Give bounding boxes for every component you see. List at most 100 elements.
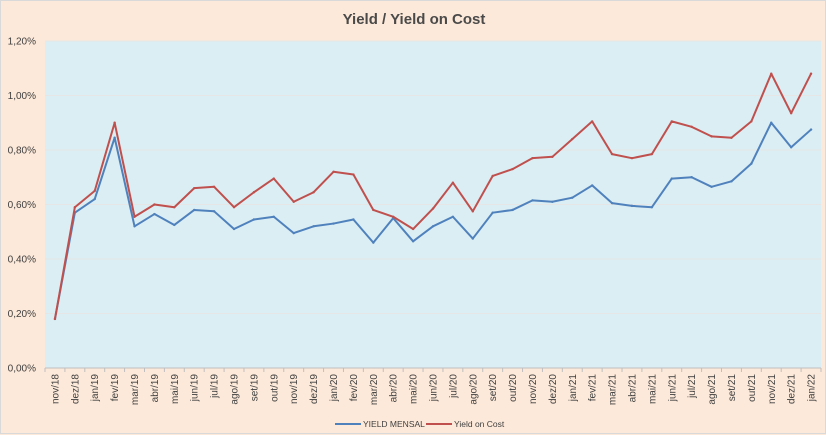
gridlines [45,40,821,369]
data-point [292,231,295,235]
data-point [153,212,156,216]
data-point [232,227,236,231]
series-lines [53,72,813,321]
data-point [173,206,176,209]
x-tick-label: ago/19 [230,374,241,405]
data-point [809,128,813,131]
data-point [531,199,534,202]
data-point [471,210,474,213]
data-point [710,185,713,188]
data-point [332,222,335,225]
x-tick-label: fev/20 [349,374,360,402]
x-tick-label: abr/20 [389,374,400,403]
data-point [212,185,216,188]
data-point [630,156,634,160]
data-point [431,207,435,210]
data-point [153,203,156,206]
data-point [551,155,554,159]
x-tick-label: dez/20 [548,374,559,404]
x-tick-label: nov/19 [289,374,300,404]
data-point [173,223,176,227]
x-tick-label: set/20 [488,374,499,402]
x-tick-label: ago/20 [468,374,479,405]
data-point [511,208,514,212]
x-tick-label: dez/21 [787,374,798,404]
data-point [93,197,96,201]
data-point [352,218,355,221]
x-tick-label: abr/21 [627,374,638,403]
data-point [312,191,315,194]
x-tick-label: jun/19 [190,374,201,403]
x-axis: nov/18 dez/18 jan/19 fev/19 mar/19 abr/19 mai/… [44,368,822,406]
data-point [411,240,415,243]
data-point [710,135,713,138]
data-point [670,177,673,180]
data-point [690,125,693,129]
data-point [610,201,614,205]
data-point [312,225,315,228]
x-tick-label: out/19 [269,374,280,402]
x-tick-label: jun/21 [667,374,678,403]
data-point [650,152,654,156]
data-point [73,206,77,209]
data-point [809,72,813,75]
data-point [292,200,295,203]
data-point [571,196,574,199]
x-tick-label: mai/19 [170,374,181,404]
x-tick-label: mai/20 [409,374,420,404]
x-tick-label: jul/20 [448,374,459,399]
y-tick-label: 0,00% [8,364,36,375]
data-point [133,215,136,218]
data-point [332,170,335,173]
data-point [53,317,57,321]
data-point [133,225,136,228]
data-point [770,121,773,124]
data-point [431,225,435,228]
legend-label: Yield on Cost [454,419,505,429]
x-tick-label: mar/21 [608,374,619,406]
data-point [551,200,554,203]
y-tick-label: 0,40% [8,255,36,266]
data-point [590,184,594,187]
y-tick-label: 0,80% [8,146,36,157]
data-point [730,136,733,139]
data-point [531,156,534,160]
data-point [392,215,395,218]
y-tick-label: 1,20% [8,37,36,48]
x-tick-label: out/20 [508,374,519,402]
data-point [372,208,375,212]
x-tick-label: mar/19 [130,374,141,406]
data-point [750,162,753,165]
data-point [571,137,574,141]
y-axis: 0,00% 0,20% 0,40% 0,60% 0,80% 1,00% 1,20% [8,37,36,375]
data-point [451,215,455,218]
data-point [193,208,196,212]
data-point [471,237,474,240]
data-point [789,146,793,149]
x-tick-label: nov/21 [767,374,778,404]
data-point [630,204,634,208]
data-point [670,120,673,123]
x-tick-label: jan/21 [568,374,579,403]
x-tick-label: dez/18 [70,374,81,404]
data-point [232,206,236,209]
legend-label: YIELD MENSAL [363,419,425,429]
data-point [789,112,793,115]
y-tick-label: 0,60% [8,200,36,211]
legend: YIELD MENSAL Yield on Cost [335,419,505,429]
data-point [113,136,116,139]
x-tick-label: nov/20 [528,374,539,404]
chart-title: Yield / Yield on Cost [343,11,486,28]
x-tick-label: jan/22 [807,374,818,403]
data-point [113,121,116,124]
data-point [93,189,96,193]
x-tick-label: jan/19 [90,374,101,403]
data-point [750,120,753,123]
x-tick-label: set/19 [249,374,260,402]
data-point [491,211,494,214]
data-point [491,174,494,178]
x-tick-label: fev/21 [588,374,599,402]
data-point [451,181,455,184]
